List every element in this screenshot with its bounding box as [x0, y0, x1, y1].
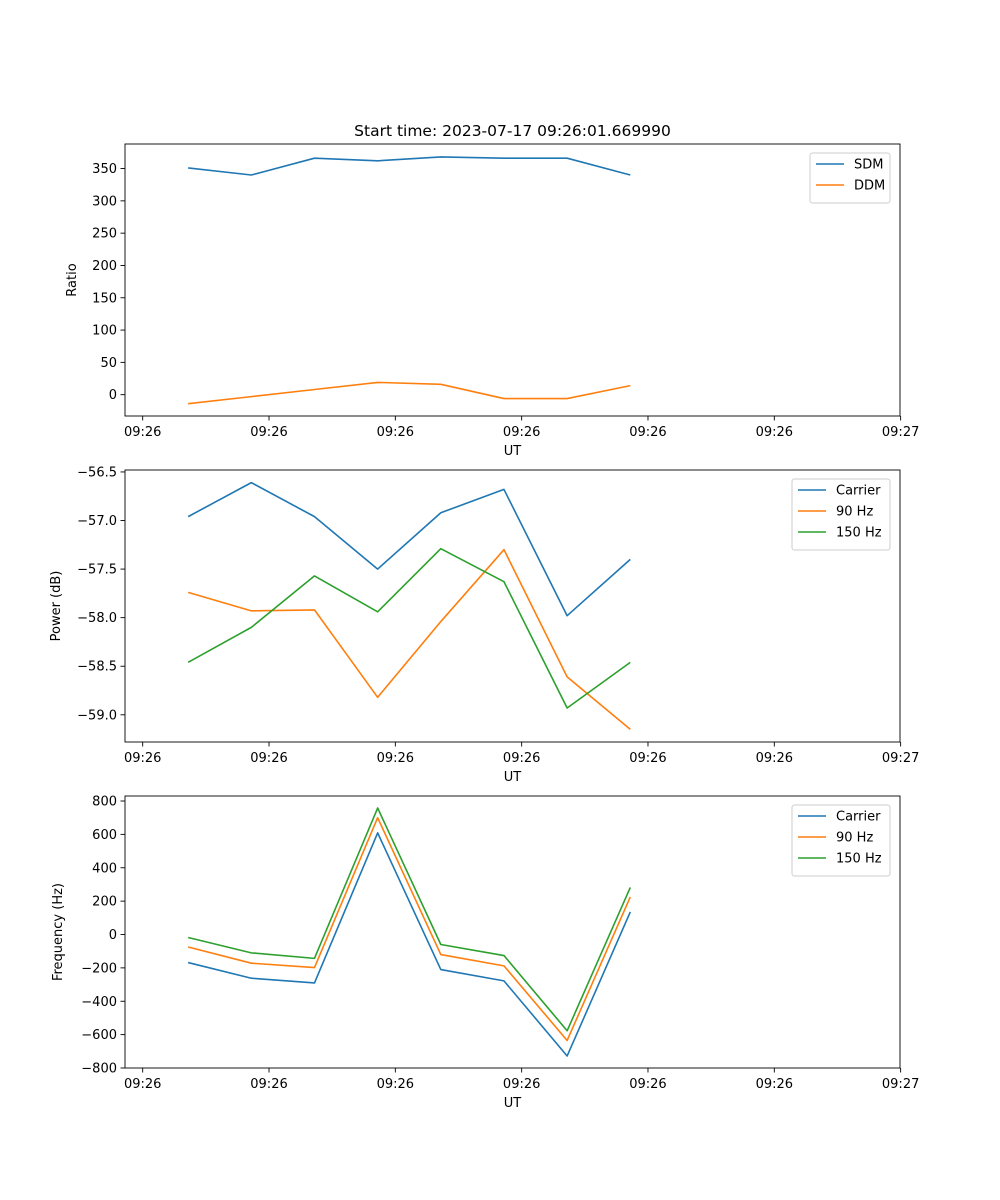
panel-2-legend-label-150-hz: 150 Hz	[836, 526, 882, 541]
panel-1-legend-label-ddm: DDM	[854, 179, 885, 194]
panel-3-xtick-label-4: 09:26	[629, 1077, 666, 1092]
panel-3-series-90-hz-line	[187, 816, 632, 1042]
panels-group: 09:26 09:26 09:26 09:26 09:26 09:26 09:27 0 50 10…	[49, 143, 919, 1111]
panel-1-ytick-label-5: 250	[92, 227, 117, 242]
panel-1-xtick-label-1: 09:26	[250, 425, 287, 440]
panel-1-axes-frame	[124, 143, 901, 417]
panel-3: 09:26 09:26 09:26 09:26 09:26 09:26 09:27 −800 −…	[51, 795, 919, 1111]
panel-1-legend-label-sdm: SDM	[854, 158, 883, 173]
panel-2-ytick-label-2: −58.0	[77, 611, 117, 626]
panel-2-xtick-label-2: 09:26	[377, 751, 414, 766]
panel-3-ytick-label-4: 0	[109, 928, 117, 943]
panel-3-ytick-label-1: −600	[81, 1028, 117, 1043]
panel-1-ytick-label-7: 350	[92, 162, 117, 177]
panel-3-ytick-label-0: −800	[81, 1062, 117, 1077]
panel-2-series-90-hz-line	[187, 548, 631, 730]
panel-2-series-carrier-line	[187, 481, 631, 617]
panel-2-xtick-label-4: 09:26	[629, 751, 666, 766]
panel-3-axes-frame	[124, 795, 901, 1069]
panel-3-series-150-hz-line	[187, 807, 632, 1032]
panel-3-ytick-label-5: 200	[92, 895, 117, 910]
panel-2-legend-label-90-hz: 90 Hz	[836, 505, 873, 520]
panel-1-xtick-label-0: 09:26	[124, 425, 161, 440]
panel-2-ytick-label-3: −57.5	[77, 563, 117, 578]
panel-3-xtick-label-0: 09:26	[124, 1077, 161, 1092]
panel-2-x-axis-label: UT	[504, 770, 522, 785]
panel-1-ytick-label-6: 300	[92, 194, 117, 209]
panel-2-axes-frame	[124, 469, 901, 743]
panel-1-ytick-label-3: 150	[92, 291, 117, 306]
panel-3-xtick-label-5: 09:26	[756, 1077, 793, 1092]
panel-1-ytick-label-4: 200	[92, 259, 117, 274]
panel-3-legend-label-90-hz: 90 Hz	[836, 831, 873, 846]
panel-2-xtick-label-6: 09:27	[882, 751, 919, 766]
panel-3-xtick-label-6: 09:27	[882, 1077, 919, 1092]
panel-2: 09:26 09:26 09:26 09:26 09:26 09:26 09:27 −59.0…	[49, 465, 919, 785]
panel-1-ytick-label-0: 0	[109, 388, 117, 403]
panel-3-xtick-label-2: 09:26	[377, 1077, 414, 1092]
panel-1-ytick-label-1: 50	[100, 356, 117, 371]
panel-2-xtick-label-1: 09:26	[250, 751, 287, 766]
panel-1-x-axis-label: UT	[504, 444, 522, 459]
panel-2-y-axis-label: Power (dB)	[49, 571, 64, 642]
panel-1-xtick-label-4: 09:26	[629, 425, 666, 440]
panel-1-y-axis-label: Ratio	[65, 263, 80, 296]
panel-3-xtick-label-1: 09:26	[250, 1077, 287, 1092]
panel-2-ytick-label-1: −58.5	[77, 660, 117, 675]
panel-1-series-ddm-line	[188, 381, 631, 405]
panel-3-legend-label-150-hz: 150 Hz	[836, 852, 882, 867]
panel-1-xtick-label-5: 09:26	[756, 425, 793, 440]
panel-2-xtick-label-3: 09:26	[503, 751, 540, 766]
panel-3-ytick-label-2: −400	[81, 995, 117, 1010]
panel-3-ytick-label-6: 400	[92, 861, 117, 876]
panel-2-ytick-label-4: −57.0	[77, 514, 117, 529]
panel-2-xtick-label-5: 09:26	[756, 751, 793, 766]
panel-2-series-150-hz-line	[187, 547, 631, 709]
panel-3-legend-label-carrier: Carrier	[836, 810, 881, 825]
panel-1-series-sdm-line	[188, 156, 631, 176]
panel-1-ytick-label-2: 100	[92, 324, 117, 339]
figure-title: Start time: 2023-07-17 09:26:01.669990	[354, 122, 671, 140]
panel-3-ytick-label-7: 600	[92, 828, 117, 843]
panel-1-xtick-label-2: 09:26	[377, 425, 414, 440]
panel-2-ytick-label-0: −59.0	[77, 708, 117, 723]
panel-2-ytick-label-5: −56.5	[77, 465, 117, 480]
panel-3-x-axis-label: UT	[504, 1096, 522, 1111]
panel-2-xtick-label-0: 09:26	[124, 751, 161, 766]
panel-3-series-carrier-line	[187, 832, 632, 1057]
panel-1-legend-box	[809, 152, 891, 204]
panel-3-xtick-label-3: 09:26	[503, 1077, 540, 1092]
panel-2-legend-label-carrier: Carrier	[836, 484, 881, 499]
panel-1-xtick-label-3: 09:26	[503, 425, 540, 440]
panel-3-y-axis-label: Frequency (Hz)	[51, 883, 66, 981]
panel-1: 09:26 09:26 09:26 09:26 09:26 09:26 09:27 0 50 10…	[65, 143, 919, 459]
panel-1-xtick-label-6: 09:27	[882, 425, 919, 440]
panel-3-ytick-label-8: 800	[92, 795, 117, 810]
panel-3-ytick-label-3: −200	[81, 961, 117, 976]
